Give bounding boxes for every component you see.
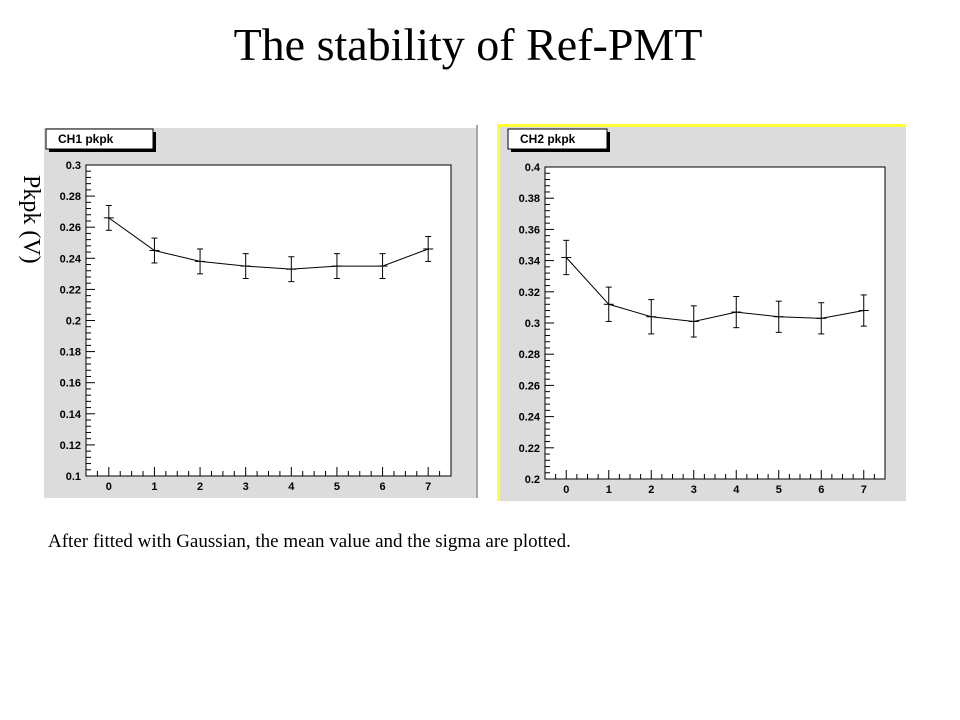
y-tick-label: 0.18 bbox=[60, 347, 81, 359]
chart-panel-ch2: CH2 pkpk 0.2 0.22 0.24 0.26 0.28 0.3 0.32 0.34 0.… bbox=[497, 124, 906, 501]
data-point bbox=[731, 295, 742, 329]
chart-title: CH1 pkpk bbox=[58, 132, 114, 146]
y-tick-label: 0.14 bbox=[60, 409, 82, 421]
x-tick-label: 2 bbox=[197, 481, 203, 493]
x-tick-label: 1 bbox=[606, 484, 612, 496]
x-tick-label: 4 bbox=[733, 484, 740, 496]
data-point bbox=[423, 236, 434, 262]
data-point bbox=[149, 237, 160, 264]
series-line bbox=[108, 217, 429, 270]
x-tick-label: 2 bbox=[648, 484, 654, 496]
data-point bbox=[773, 300, 784, 333]
y-tick-label: 0.2 bbox=[66, 316, 81, 328]
panel-divider bbox=[476, 125, 478, 498]
y-tick-label: 0.32 bbox=[519, 287, 540, 299]
x-tick-label: 5 bbox=[776, 484, 782, 496]
y-tick-label: 0.26 bbox=[519, 380, 540, 392]
data-point bbox=[688, 305, 699, 338]
chart-title-shadow bbox=[511, 149, 610, 152]
chart-title-shadow bbox=[49, 149, 156, 152]
data-point bbox=[561, 239, 572, 276]
x-tick-label: 5 bbox=[334, 481, 340, 493]
data-point bbox=[195, 248, 206, 275]
data-point bbox=[646, 299, 657, 335]
chart-title-shadow bbox=[153, 132, 156, 152]
x-tick-label: 7 bbox=[425, 481, 431, 493]
y-tick-label: 0.24 bbox=[519, 412, 541, 424]
chart-title: CH2 pkpk bbox=[520, 132, 576, 146]
caption: After fitted with Gaussian, the mean val… bbox=[48, 531, 571, 552]
y-tick-label: 0.22 bbox=[60, 284, 81, 296]
plot-frame bbox=[85, 164, 452, 477]
x-tick-label: 3 bbox=[243, 481, 249, 493]
y-tick-label: 0.3 bbox=[525, 318, 540, 330]
y-tick-label: 0.12 bbox=[60, 440, 81, 452]
x-tick-label: 0 bbox=[563, 484, 569, 496]
y-tick-label: 0.28 bbox=[60, 191, 81, 203]
x-tick-label: 6 bbox=[380, 481, 386, 493]
y-tick-label: 0.26 bbox=[60, 222, 81, 234]
chart-ch1: CH1 pkpk 0.1 0.12 0.14 0.16 0.18 0.2 0.22 0.24 0.… bbox=[45, 128, 452, 493]
data-point bbox=[603, 286, 614, 322]
data-point bbox=[331, 253, 342, 280]
series-line bbox=[565, 257, 864, 322]
data-point bbox=[286, 256, 297, 283]
y-tick-label: 0.34 bbox=[519, 256, 541, 268]
chart-ch2: CH2 pkpk 0.2 0.22 0.24 0.26 0.28 0.3 0.32 0.34 0.… bbox=[507, 128, 886, 496]
y-tick-label: 0.1 bbox=[66, 471, 81, 483]
y-axis-label: Pkpk (V) bbox=[18, 175, 44, 264]
x-tick-label: 0 bbox=[106, 481, 112, 493]
page-title: The stability of Ref-PMT bbox=[233, 19, 703, 70]
data-point bbox=[858, 294, 869, 327]
x-tick-label: 4 bbox=[288, 481, 295, 493]
y-tick-label: 0.2 bbox=[525, 474, 540, 486]
y-tick-label: 0.28 bbox=[519, 349, 540, 361]
y-tick-label: 0.36 bbox=[519, 224, 540, 236]
chart-panel-ch1: CH1 pkpk 0.1 0.12 0.14 0.16 0.18 0.2 0.22 0.24 0.… bbox=[44, 128, 476, 498]
x-tick-label: 3 bbox=[691, 484, 697, 496]
x-tick-label: 6 bbox=[818, 484, 824, 496]
y-tick-label: 0.24 bbox=[60, 253, 82, 265]
data-point bbox=[816, 302, 827, 335]
data-point bbox=[103, 204, 114, 231]
x-tick-label: 7 bbox=[861, 484, 867, 496]
y-tick-label: 0.38 bbox=[519, 193, 540, 205]
data-point bbox=[240, 253, 251, 280]
y-tick-label: 0.3 bbox=[66, 160, 81, 172]
plot-frame bbox=[544, 166, 886, 480]
x-tick-label: 1 bbox=[151, 481, 157, 493]
y-tick-label: 0.16 bbox=[60, 378, 81, 390]
chart-title-shadow bbox=[607, 132, 610, 152]
data-point bbox=[377, 253, 388, 280]
y-tick-label: 0.22 bbox=[519, 443, 540, 455]
y-tick-label: 0.4 bbox=[525, 162, 541, 174]
